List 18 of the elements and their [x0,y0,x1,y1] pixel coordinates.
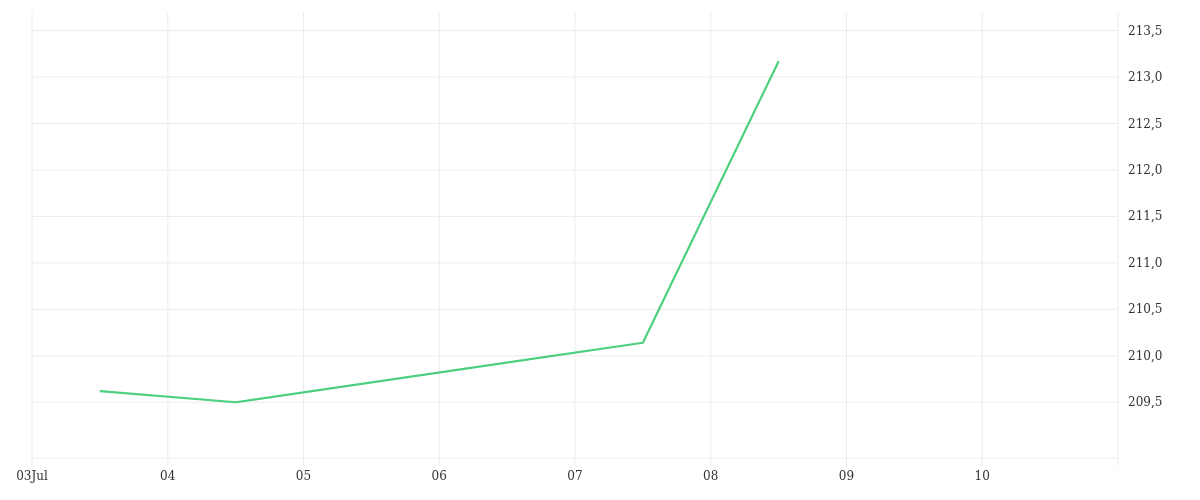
y-tick-label: 210,0 [1128,348,1163,363]
y-tick-label: 211,0 [1128,255,1163,270]
x-tick-label: 10 [974,469,990,483]
y-tick-label: 213,5 [1128,23,1163,38]
x-tick-label: 06 [431,469,447,483]
x-tick-label: 07 [567,469,583,483]
x-tick-label: 08 [703,469,719,483]
y-tick-label: 209,5 [1128,395,1163,410]
y-tick-label: 211,5 [1128,209,1163,224]
y-tick-label: 212,5 [1128,116,1163,131]
x-tick-label: 09 [838,469,855,483]
x-tick-label: 04 [160,469,176,483]
y-tick-label: 210,5 [1128,302,1163,317]
y-tick-label: 212,0 [1128,162,1163,177]
x-tick-label: 03Jul [16,469,48,483]
y-tick-label: 213,0 [1128,70,1163,85]
x-tick-label: 05 [295,469,312,483]
line-series [98,60,780,404]
